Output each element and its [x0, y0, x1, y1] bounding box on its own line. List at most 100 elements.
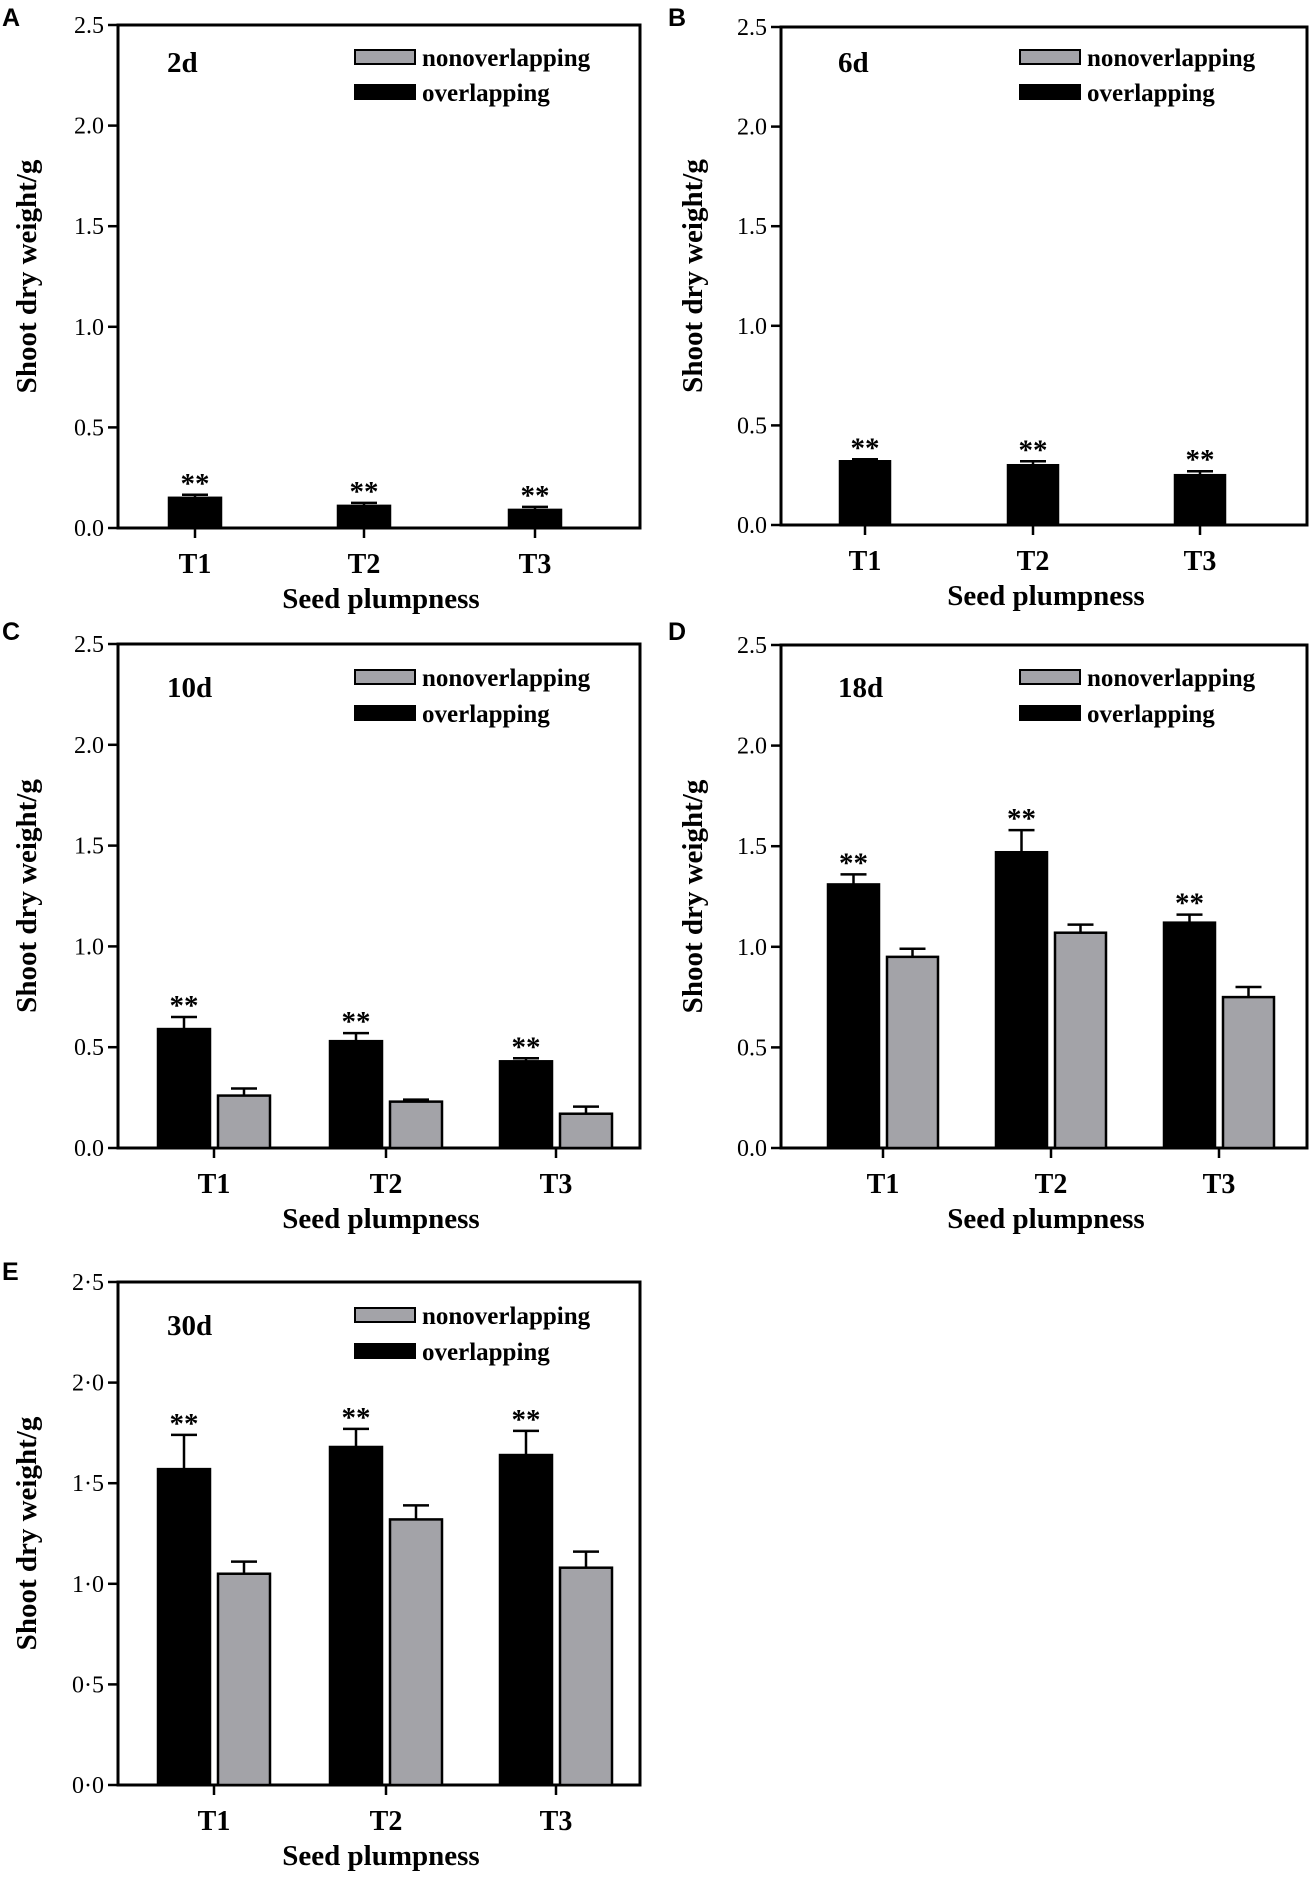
legend-label-nonoverlapping: nonoverlapping	[422, 1303, 591, 1330]
bar-nonoverlapping-t1	[885, 955, 940, 1150]
y-tick-label: 1.0	[74, 934, 104, 960]
panel-letter: A	[2, 4, 20, 32]
chart-panel-c: C 0.0 0.5 1.0 1.5 2.0 2.5 Shoot dry weight/g T1 T…	[2, 618, 642, 1235]
y-tick-label: 1.5	[737, 214, 767, 240]
significance-label: **	[342, 1006, 371, 1038]
legend-swatch-overlapping	[354, 1343, 416, 1359]
significance-label: **	[350, 476, 379, 508]
bar-overlapping-t2	[994, 850, 1049, 1150]
significance-label: **	[181, 468, 210, 500]
x-category-label: T1	[867, 1169, 900, 1200]
legend-swatch-overlapping	[1019, 84, 1081, 100]
x-axis-title: Seed plumpness	[282, 1203, 479, 1235]
x-axis-title: Seed plumpness	[282, 583, 479, 615]
significance-label: **	[1007, 803, 1036, 835]
bar-overlapping-t3	[1162, 921, 1217, 1150]
x-category-label: T2	[370, 1169, 403, 1200]
y-tick-label: 1.0	[737, 935, 767, 961]
legend-label-overlapping: overlapping	[422, 80, 550, 107]
y-axis-title: Shoot dry weight/g	[677, 779, 709, 1013]
y-tick-label: 0·0	[72, 1773, 104, 1799]
significance-label: **	[170, 1408, 199, 1440]
bar-overlapping-t3	[498, 1453, 554, 1787]
y-tick-label: 2.5	[737, 633, 767, 659]
plot-frame	[116, 23, 642, 530]
bar-overlapping-t1	[838, 460, 892, 527]
y-tick-label: 2.0	[737, 734, 767, 760]
panel-title: 6d	[838, 47, 869, 79]
bar-overlapping-t2	[1006, 463, 1060, 527]
y-axis-title: Shoot dry weight/g	[11, 779, 43, 1013]
x-category-label: T3	[1184, 546, 1217, 577]
panel-letter: E	[2, 1258, 19, 1286]
significance-label: **	[521, 480, 550, 512]
y-tick-label: 1.5	[74, 214, 104, 240]
significance-label: **	[851, 432, 880, 464]
bar-overlapping-t2	[328, 1039, 384, 1150]
x-category-label: T3	[540, 1169, 573, 1200]
y-tick-label: 2.0	[737, 115, 767, 141]
x-category-label: T1	[179, 549, 212, 580]
bar-overlapping-t3	[1173, 473, 1227, 527]
x-axis-title: Seed plumpness	[947, 580, 1144, 612]
bar-nonoverlapping-t2	[1053, 931, 1108, 1150]
y-tick-label: 2.5	[737, 15, 767, 41]
legend-swatch-nonoverlapping	[1019, 669, 1081, 685]
legend-label-overlapping: overlapping	[422, 1339, 550, 1366]
x-category-label: T1	[198, 1806, 231, 1837]
y-axis-title: Shoot dry weight/g	[11, 159, 43, 393]
panel-title: 10d	[167, 672, 212, 704]
legend-swatch-overlapping	[354, 84, 416, 100]
legend-swatch-nonoverlapping	[1019, 49, 1081, 65]
bar-overlapping-t2	[336, 504, 392, 530]
legend-label-nonoverlapping: nonoverlapping	[422, 665, 591, 692]
panel-title: 18d	[838, 672, 883, 704]
y-tick-label: 2.0	[74, 114, 104, 140]
legend-label-nonoverlapping: nonoverlapping	[1087, 45, 1256, 72]
panel-letter: B	[668, 4, 686, 32]
x-category-label: T3	[540, 1806, 573, 1837]
bar-overlapping-t3	[498, 1060, 554, 1150]
bar-nonoverlapping-t1	[216, 1094, 272, 1150]
chart-panel-a: A 0.0 0.5 1.0 1.5 2.0 2.5 Shoot dry weight/g T1 T…	[2, 4, 642, 615]
bar-nonoverlapping-t2	[388, 1100, 444, 1150]
panel-title: 30d	[167, 1310, 212, 1342]
y-tick-label: 0·5	[72, 1672, 104, 1698]
x-category-label: T2	[370, 1806, 403, 1837]
chart-panel-d: D 0.0 0.5 1.0 1.5 2.0 2.5 Shoot dry weight/g T1 T…	[668, 618, 1309, 1235]
panel-title: 2d	[167, 47, 198, 79]
bar-nonoverlapping-t3	[1221, 995, 1276, 1150]
legend-swatch-nonoverlapping	[354, 49, 416, 65]
x-category-label: T1	[849, 546, 882, 577]
x-category-label: T2	[1035, 1169, 1068, 1200]
significance-label: **	[839, 847, 868, 879]
x-axis-title: Seed plumpness	[282, 1840, 479, 1872]
chart-panel-b: B 0.0 0.5 1.0 1.5 2.0 2.5 Shoot dry weight/g T1 T…	[668, 4, 1309, 612]
x-category-label: T3	[1203, 1169, 1236, 1200]
bar-overlapping-t1	[167, 496, 223, 530]
significance-label: **	[1186, 444, 1215, 476]
y-tick-label: 0.0	[74, 1136, 104, 1162]
y-tick-label: 0.0	[737, 1136, 767, 1162]
bar-nonoverlapping-t2	[388, 1518, 444, 1787]
bar-overlapping-t1	[156, 1027, 212, 1150]
x-axis-title: Seed plumpness	[947, 1203, 1144, 1235]
y-tick-label: 2.0	[74, 733, 104, 759]
y-tick-label: 2·0	[72, 1371, 104, 1397]
chart-panel-e: E 0·0 0·5 1·0 1·5 2·0 2·5 Shoot dry weight/g T1 T…	[2, 1258, 642, 1872]
panel-letter: D	[668, 618, 686, 646]
significance-label: **	[1175, 888, 1204, 920]
y-tick-label: 1.5	[737, 834, 767, 860]
legend-label-overlapping: overlapping	[1087, 80, 1215, 107]
significance-label: **	[512, 1031, 541, 1063]
y-tick-label: 0.0	[74, 516, 104, 542]
panel-letter: C	[2, 618, 20, 646]
y-tick-label: 0.5	[74, 1035, 104, 1061]
y-tick-label: 0.5	[737, 1035, 767, 1061]
legend-swatch-nonoverlapping	[354, 669, 416, 685]
y-tick-label: 2·5	[72, 1270, 104, 1296]
y-tick-label: 0.0	[737, 513, 767, 539]
y-axis-title: Shoot dry weight/g	[677, 159, 709, 393]
legend-swatch-nonoverlapping	[354, 1307, 416, 1323]
y-tick-label: 1·0	[72, 1572, 104, 1598]
